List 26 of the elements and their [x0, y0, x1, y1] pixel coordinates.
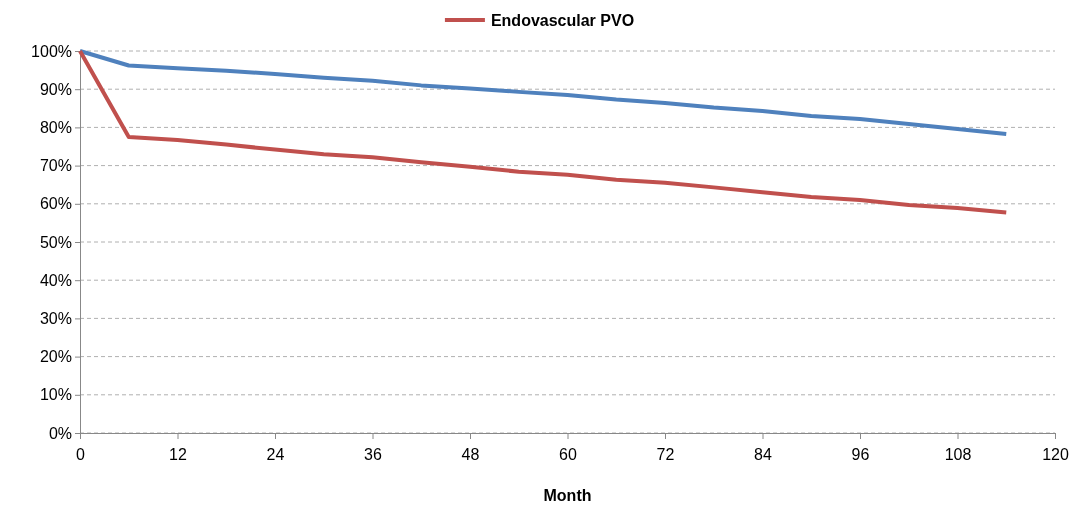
x-tick-label: 36	[364, 445, 382, 463]
y-tick-label: 70%	[39, 157, 72, 175]
x-tick-label: 96	[851, 445, 870, 463]
x-axis-title: Month	[543, 487, 592, 504]
y-tick-label: 40%	[39, 271, 72, 289]
line-series	[78, 49, 1009, 136]
y-tick-label: 30%	[39, 310, 72, 328]
x-tick-label: 48	[461, 445, 480, 463]
y-tick-label: 60%	[39, 195, 72, 213]
legend-label: Endovascular PVO	[490, 12, 635, 29]
x-tick-label: 12	[169, 445, 187, 463]
y-tick-label: 90%	[39, 80, 72, 98]
y-tick-label: 50%	[39, 233, 72, 251]
y-tick-label: 20%	[39, 348, 72, 366]
line-series	[78, 49, 1009, 215]
x-tick-label: 0	[76, 445, 86, 463]
y-tick-label: 0%	[48, 424, 72, 442]
x-tick-label: 60	[559, 445, 577, 463]
x-tick-label: 108	[944, 445, 972, 463]
x-tick-label: 120	[1042, 445, 1069, 463]
x-tick-label: 84	[754, 445, 772, 463]
y-tick-label: 100%	[31, 42, 72, 60]
y-tick-label: 80%	[39, 119, 72, 137]
y-tick-label: 10%	[39, 386, 72, 404]
x-tick-label: 24	[266, 445, 285, 463]
x-tick-label: 72	[656, 445, 675, 463]
